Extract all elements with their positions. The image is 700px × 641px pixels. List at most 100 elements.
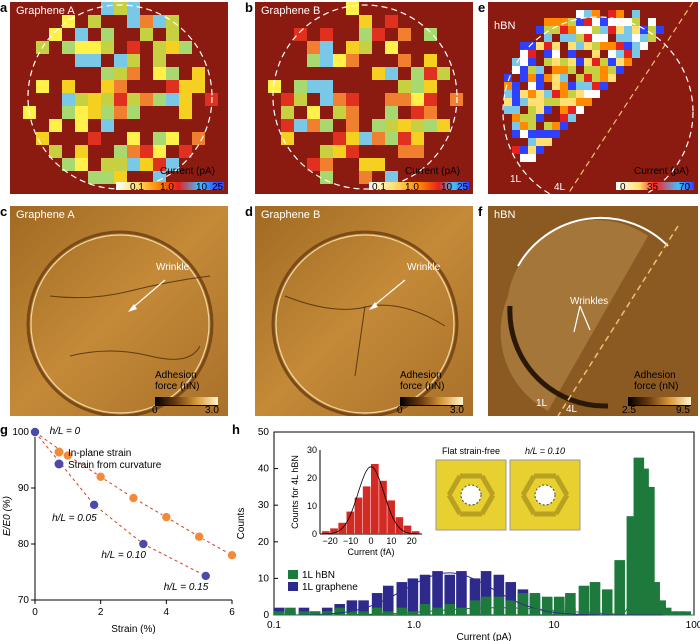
map-pixel: [140, 145, 153, 158]
histogram-bar: [469, 578, 481, 615]
map-pixel: [101, 171, 114, 184]
legend-label: 1L hBN: [302, 570, 335, 581]
inset-bar: [362, 486, 371, 534]
map-pixel: [600, 58, 608, 66]
map-pixel: [592, 18, 600, 26]
map-pixel: [101, 158, 114, 171]
map-pixel: [576, 90, 584, 98]
map-pixel: [307, 41, 320, 54]
legend-marker: [54, 447, 64, 457]
histogram-bar: [541, 596, 553, 615]
histogram-bar: [655, 600, 666, 615]
map-pixel: [424, 67, 437, 80]
x-axis-label: Current (pA): [456, 632, 511, 641]
map-pixel: [560, 122, 568, 130]
map-pixel: [346, 145, 359, 158]
map-pixel: [568, 50, 576, 58]
inset-y-tick-label: 30: [307, 445, 317, 455]
map-pixel: [536, 82, 544, 90]
map-pixel: [411, 67, 424, 80]
map-pixel: [101, 2, 114, 15]
histogram-bar: [614, 560, 625, 615]
map-pixel: [568, 90, 576, 98]
map-pixel: [179, 41, 192, 54]
map-pixel: [127, 93, 140, 106]
map-pixel: [568, 82, 576, 90]
x-tick-label: 0.1: [267, 620, 281, 631]
map-pixel: [346, 119, 359, 132]
map-pixel: [576, 34, 584, 42]
map-pixel: [359, 132, 372, 145]
map-pixel: [101, 93, 114, 106]
legend-marker: [288, 582, 298, 591]
panel-d-title: Graphene B: [261, 209, 321, 221]
chart-g-strain: 0 2 4 6 70 80 90 100 Strain (%) E/E0 (%) h/L = 0 h/…: [2, 426, 237, 635]
map-pixel: [568, 106, 576, 114]
inset-x-tick-label: −10: [343, 536, 358, 546]
map-pixel: [398, 54, 411, 67]
map-pixel: [544, 18, 552, 26]
map-pixel: [648, 34, 656, 42]
inset-bar: [403, 525, 412, 534]
map-pixel: [568, 66, 576, 74]
fit-curve-hbn: [273, 464, 695, 616]
legend-marker: [54, 459, 64, 469]
map-pixel: [544, 58, 552, 66]
map-pixel: [528, 50, 536, 58]
map-pixel: [359, 171, 372, 184]
panel-c-colorbar: [155, 397, 218, 405]
y-tick-label: 0: [263, 610, 269, 621]
histogram-bar: [432, 607, 443, 615]
panel-b-colorbar-title: Current (pA): [405, 166, 461, 177]
map-pixel: [552, 98, 560, 106]
map-pixel: [101, 28, 114, 41]
map-pixel: [192, 132, 205, 145]
map-pixel: [552, 74, 560, 82]
map-pixel: [616, 66, 624, 74]
map-pixel: [307, 106, 320, 119]
map-pixel: [101, 106, 114, 119]
map-pixel: [75, 106, 88, 119]
histogram-bar: [680, 611, 692, 615]
map-pixel: [114, 158, 127, 171]
map-pixel: [504, 82, 512, 90]
panel-e-tick-0: 0: [620, 182, 626, 193]
map-pixel: [49, 119, 62, 132]
map-pixel: [424, 93, 437, 106]
y-tick-label: 40: [258, 464, 270, 475]
map-pixel: [385, 15, 398, 28]
inset-x-tick-label: 20: [407, 536, 417, 546]
layer-boundary: [567, 1, 694, 195]
panel-c-colorbar-title-2: force (nN): [155, 381, 200, 392]
map-pixel: [75, 119, 88, 132]
lattice-bond: [520, 474, 537, 497]
map-pixel: [101, 67, 114, 80]
map-pixel: [584, 42, 592, 50]
map-pixel: [536, 66, 544, 74]
map-pixel: [372, 119, 385, 132]
map-pixel: [608, 58, 616, 66]
map-pixel: [592, 42, 600, 50]
map-pixel: [568, 18, 576, 26]
histogram-bar: [321, 607, 333, 615]
map-pixel: [616, 10, 624, 18]
panel-f-annotation: Wrinkles: [570, 296, 609, 307]
map-pixel: [88, 41, 101, 54]
map-pixel: [179, 80, 192, 93]
panel-label-d: d: [245, 204, 253, 219]
map-pixel: [600, 34, 608, 42]
map-pixel: [36, 80, 49, 93]
panel-b-tick-1: 1.0: [405, 182, 419, 193]
map-pixel: [520, 114, 528, 122]
map-pixel: [528, 130, 536, 138]
map-pixel: [520, 146, 528, 154]
map-pixel: [88, 132, 101, 145]
histogram-bar: [334, 607, 345, 615]
map-pixel: [536, 114, 544, 122]
map-pixel: [320, 80, 333, 93]
map-pixel: [544, 50, 552, 58]
panel-c-tick-1: 3.0: [205, 405, 219, 416]
map-pixel: [320, 41, 333, 54]
panel-b-tick-3: 25: [457, 182, 469, 193]
histogram-bar: [419, 574, 431, 615]
